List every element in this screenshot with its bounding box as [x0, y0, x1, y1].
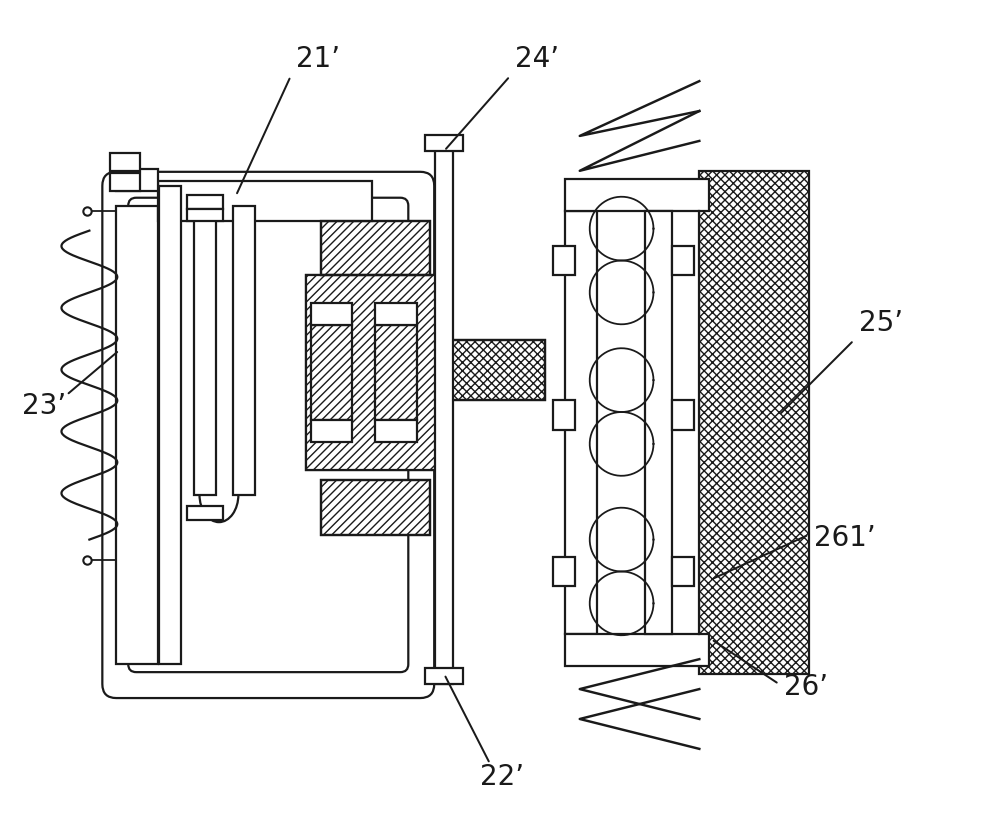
Bar — [672, 400, 694, 430]
Bar — [699, 171, 809, 674]
Bar — [375, 304, 417, 325]
Bar — [311, 420, 352, 442]
FancyBboxPatch shape — [128, 198, 408, 672]
Bar — [311, 304, 352, 325]
Bar — [321, 480, 430, 535]
Text: 26’: 26’ — [784, 673, 828, 701]
Bar — [116, 206, 158, 664]
Bar — [672, 557, 694, 587]
Bar — [375, 420, 417, 442]
Bar — [445, 340, 545, 400]
Bar — [187, 195, 223, 208]
Text: 25’: 25’ — [859, 310, 903, 337]
Bar — [645, 211, 672, 634]
Bar — [565, 211, 597, 634]
Text: 22’: 22’ — [480, 763, 524, 791]
Bar — [375, 325, 417, 420]
Bar — [553, 400, 575, 430]
Text: 24’: 24’ — [515, 45, 559, 73]
Bar — [565, 178, 709, 211]
Bar — [425, 135, 463, 151]
Bar — [321, 221, 430, 276]
Bar — [321, 221, 430, 276]
Bar — [425, 668, 463, 684]
Bar — [672, 246, 694, 276]
Bar — [187, 208, 223, 221]
Text: 23’: 23’ — [22, 392, 66, 420]
Bar — [194, 206, 216, 495]
Bar — [159, 186, 181, 664]
Bar — [158, 181, 372, 221]
Bar — [553, 246, 575, 276]
Bar — [110, 153, 140, 171]
Bar — [311, 325, 352, 420]
Bar — [116, 168, 158, 191]
Bar — [553, 557, 575, 587]
Bar — [445, 340, 545, 400]
Bar — [306, 276, 445, 470]
Bar — [110, 173, 140, 191]
Bar — [187, 505, 223, 520]
Bar — [435, 141, 453, 684]
Bar — [321, 480, 430, 535]
Bar — [233, 206, 255, 495]
Bar — [597, 211, 699, 634]
Bar — [565, 634, 709, 666]
Bar — [306, 276, 445, 470]
FancyBboxPatch shape — [102, 172, 434, 698]
Bar — [306, 276, 445, 470]
Text: 21’: 21’ — [296, 45, 340, 73]
Text: 261’: 261’ — [814, 524, 876, 552]
